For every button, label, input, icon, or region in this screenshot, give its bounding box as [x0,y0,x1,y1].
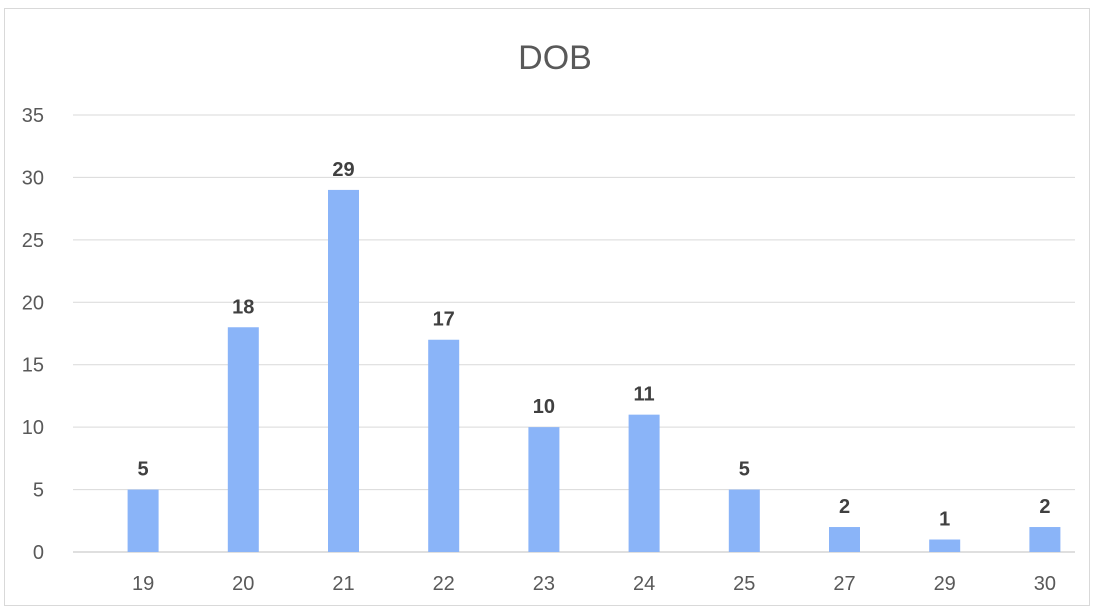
bar-23 [528,427,560,552]
bar-22 [428,339,460,552]
data-label-19: 5 [138,459,149,481]
y-tick-label: 30 [22,167,44,189]
data-label-24: 11 [634,384,655,406]
bar-19 [127,489,159,552]
x-tick-label-21: 21 [332,573,354,595]
gridlines [73,114,1075,553]
x-tick-label-27: 27 [833,573,855,595]
x-axis: 19 20 21 22 23 24 25 27 29 30 [132,573,1056,595]
x-tick-label-25: 25 [733,573,755,595]
bar-30 [1029,527,1061,552]
bar-21 [328,189,359,552]
y-axis: 0 5 10 15 20 25 30 35 [22,105,44,564]
bar-20 [227,327,259,552]
data-label-27: 2 [839,496,850,518]
chart-title: DOB [518,39,592,77]
data-label-29: 1 [939,509,950,531]
y-tick-label: 0 [33,542,44,564]
y-tick-label: 5 [33,480,44,502]
y-tick-label: 20 [22,292,44,314]
data-label-20: 18 [232,296,254,318]
x-tick-label-19: 19 [132,573,154,595]
data-label-25: 5 [739,459,750,481]
x-tick-label-30: 30 [1034,573,1056,595]
data-label-21: 29 [332,159,354,181]
x-tick-label-23: 23 [533,573,555,595]
y-tick-label: 35 [22,105,44,127]
data-label-30: 2 [1039,496,1050,518]
data-label-22: 17 [433,309,455,331]
y-tick-label: 15 [22,355,44,377]
y-tick-label: 10 [22,417,44,439]
y-tick-label: 25 [22,230,44,252]
x-tick-label-29: 29 [934,573,956,595]
x-tick-label-24: 24 [633,573,655,595]
bar-24 [628,414,660,552]
x-tick-label-20: 20 [232,573,254,595]
bar-25 [728,489,760,552]
data-label-23: 10 [533,396,555,418]
x-tick-label-22: 22 [433,573,455,595]
data-labels: 5 18 29 17 10 11 5 2 1 2 [138,159,1051,531]
bars [127,189,1061,552]
bar-29 [929,539,961,552]
bar-27 [829,527,860,552]
